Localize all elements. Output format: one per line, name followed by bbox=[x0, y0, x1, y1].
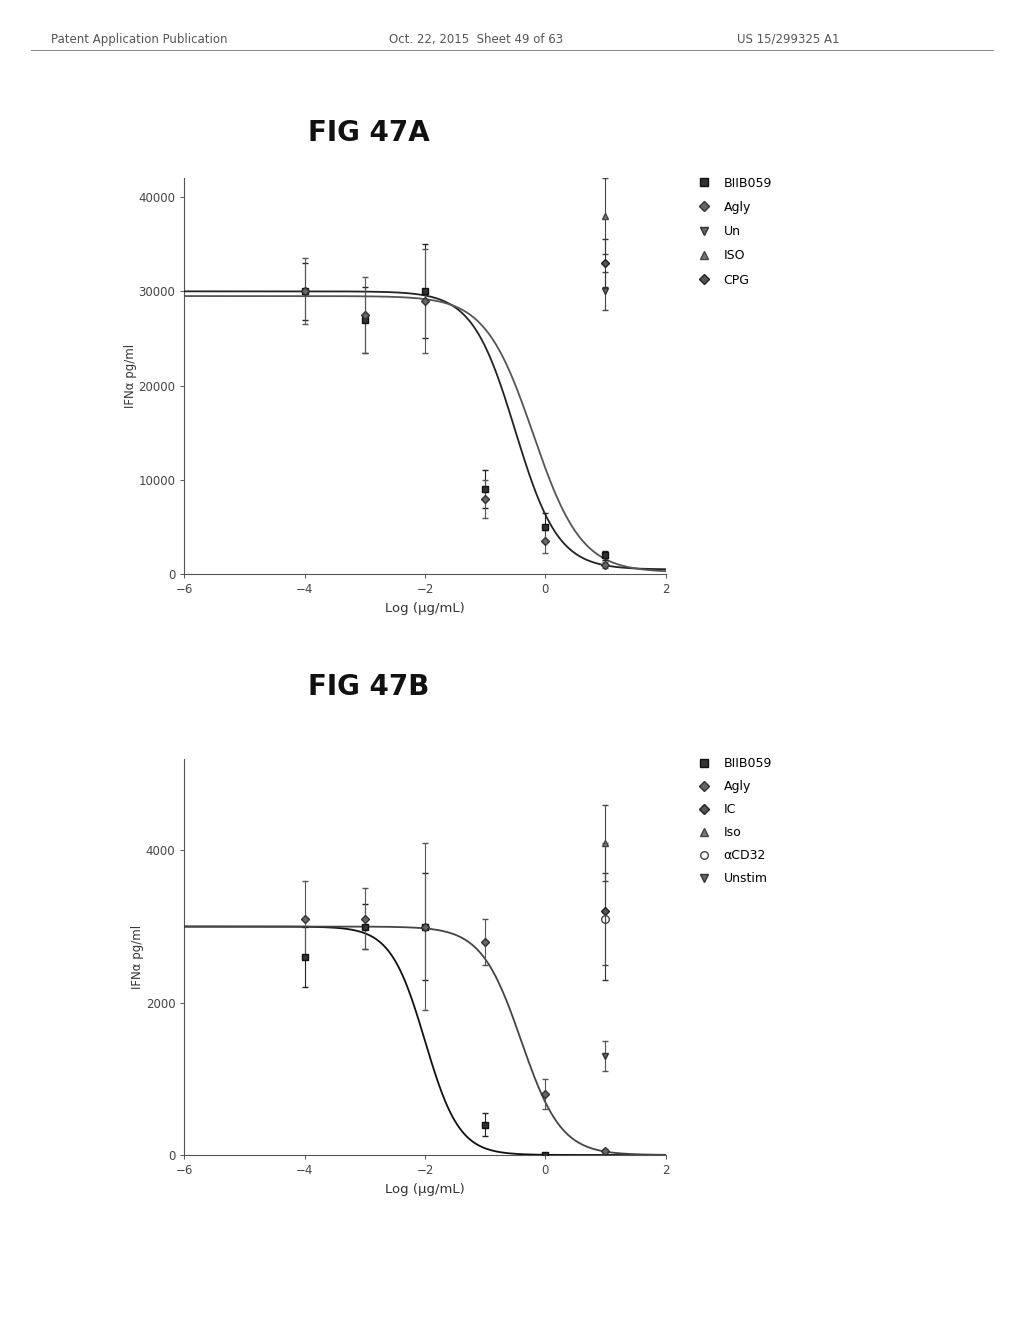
Y-axis label: IFNα pg/ml: IFNα pg/ml bbox=[131, 925, 144, 989]
Text: Patent Application Publication: Patent Application Publication bbox=[51, 33, 227, 46]
Text: Oct. 22, 2015  Sheet 49 of 63: Oct. 22, 2015 Sheet 49 of 63 bbox=[389, 33, 563, 46]
Text: FIG 47B: FIG 47B bbox=[308, 673, 429, 701]
Y-axis label: IFNα pg/ml: IFNα pg/ml bbox=[124, 345, 137, 408]
X-axis label: Log (μg/mL): Log (μg/mL) bbox=[385, 1183, 465, 1196]
X-axis label: Log (μg/mL): Log (μg/mL) bbox=[385, 602, 465, 615]
Legend: BIIB059, Agly, Un, ISO, CPG: BIIB059, Agly, Un, ISO, CPG bbox=[691, 177, 772, 286]
Text: FIG 47A: FIG 47A bbox=[308, 119, 429, 147]
Text: US 15/299325 A1: US 15/299325 A1 bbox=[737, 33, 840, 46]
Legend: BIIB059, Agly, IC, Iso, αCD32, Unstim: BIIB059, Agly, IC, Iso, αCD32, Unstim bbox=[691, 758, 772, 886]
